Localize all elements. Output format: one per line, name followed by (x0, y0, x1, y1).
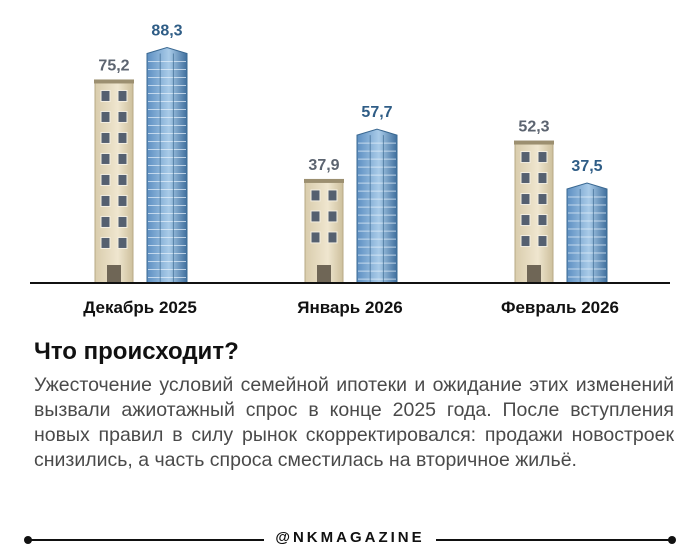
bar-chart: 75,2 88,3 Декабрь 2025 37,9 57,7 Январь 2026 5… (30, 23, 670, 317)
bar-secondary (514, 143, 554, 284)
value-label-new: 57,7 (361, 104, 392, 121)
bar-secondary-window (100, 173, 111, 186)
bar-secondary-door (527, 265, 541, 283)
bar-secondary-door (317, 265, 331, 283)
bar-secondary-window (117, 131, 128, 144)
bar-secondary-window (100, 89, 111, 102)
bar-secondary-window (327, 231, 338, 244)
footer-line-left (28, 539, 264, 541)
category-label: Декабрь 2025 (83, 298, 197, 317)
value-label-secondary: 37,9 (308, 157, 339, 174)
bar-secondary-window (117, 173, 128, 186)
bar-secondary-window (117, 89, 128, 102)
bar-secondary-window (537, 193, 548, 206)
bar-secondary-window (117, 215, 128, 228)
bar-secondary-window (117, 110, 128, 123)
bar-secondary-window (117, 152, 128, 165)
footer-dot-right (668, 536, 676, 544)
bar-secondary-window (100, 110, 111, 123)
section-heading: Что происходит? (34, 338, 239, 365)
bar-secondary-roof (304, 178, 344, 183)
value-label-secondary: 75,2 (98, 57, 129, 74)
bar-secondary-window (100, 152, 111, 165)
bar-secondary-window (520, 214, 531, 227)
bar-secondary-window (537, 235, 548, 248)
bar-secondary-window (327, 189, 338, 202)
bar-secondary-window (100, 131, 111, 144)
bar-secondary-window (537, 214, 548, 227)
bar-secondary-roof (94, 79, 134, 84)
bar-secondary-window (310, 189, 321, 202)
value-label-secondary: 52,3 (518, 119, 549, 136)
category-label: Январь 2026 (297, 298, 403, 317)
bar-secondary-window (310, 210, 321, 223)
bar-new (356, 128, 398, 284)
bar-secondary-window (117, 194, 128, 207)
value-label-new: 88,3 (151, 23, 182, 40)
bar-secondary-window (520, 235, 531, 248)
bar-secondary-window (117, 236, 128, 249)
bar-secondary-window (100, 236, 111, 249)
bar-secondary-window (100, 215, 111, 228)
footer: @NKMAGAZINE (0, 525, 700, 553)
bar-new (566, 182, 608, 284)
bar-secondary-window (310, 231, 321, 244)
footer-line-right (436, 539, 672, 541)
bar-secondary-window (327, 210, 338, 223)
bar-secondary-window (520, 151, 531, 164)
bar-secondary-window (520, 172, 531, 185)
bar-secondary-window (537, 151, 548, 164)
bar-secondary-window (100, 194, 111, 207)
category-label: Февраль 2026 (501, 298, 619, 317)
bar-secondary-window (520, 193, 531, 206)
value-label-new: 37,5 (571, 158, 602, 175)
bar-secondary-roof (514, 140, 554, 145)
bar-secondary-door (107, 265, 121, 283)
bar-secondary-window (537, 172, 548, 185)
footer-handle: @NKMAGAZINE (275, 529, 425, 546)
explanation-paragraph: Ужесточение условий семейной ипотеки и о… (34, 374, 674, 471)
